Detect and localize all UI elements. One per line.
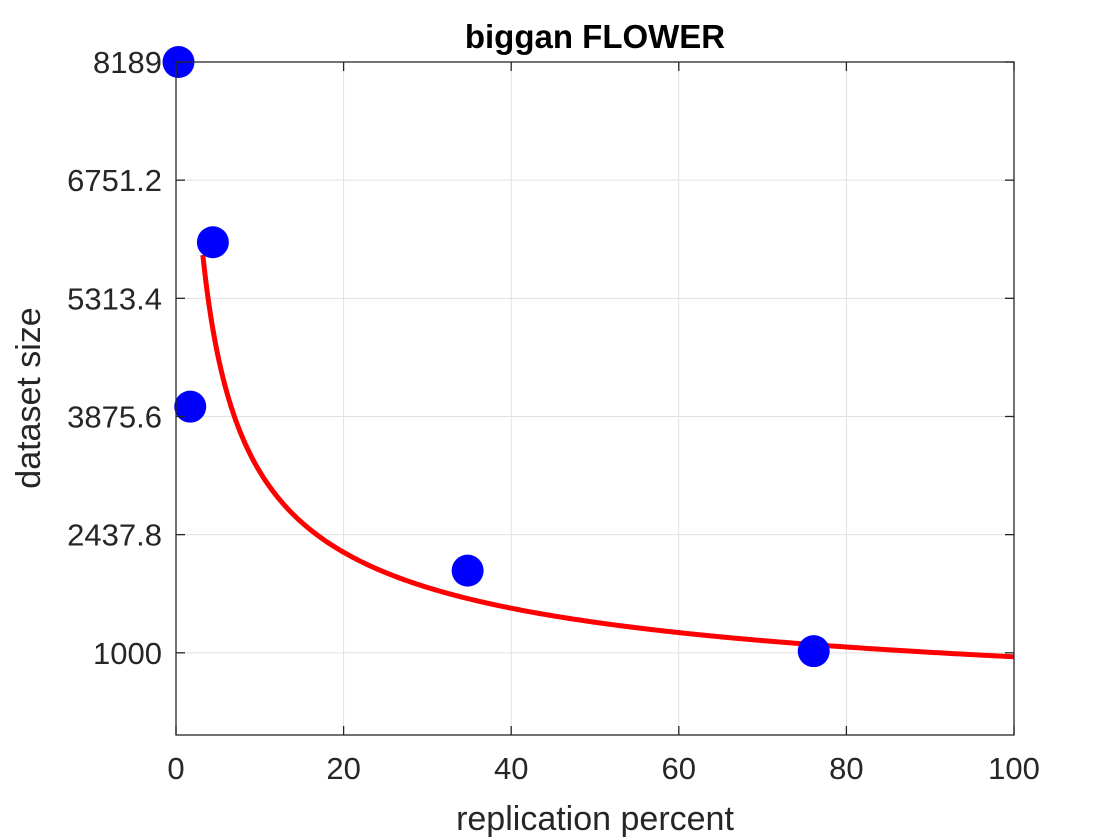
y-tick-label: 3875.6 — [67, 399, 162, 434]
x-tick-label: 100 — [988, 751, 1040, 786]
data-point — [797, 635, 830, 668]
x-tick-label: 60 — [662, 751, 696, 786]
data-point — [451, 554, 484, 587]
y-tick-label: 1000 — [93, 636, 162, 671]
data-point — [196, 226, 229, 259]
fit-curve-layer — [200, 254, 1015, 660]
data-point — [174, 390, 207, 423]
y-tick-label: 8189 — [93, 45, 162, 80]
x-tick-label: 20 — [326, 751, 360, 786]
y-tick-label: 6751.2 — [67, 163, 162, 198]
y-tick-label: 5313.4 — [67, 281, 162, 316]
y-axis: 1000 2437.8 3875.6 5313.4 6751.2 8189 — [67, 45, 1014, 671]
axes-box — [175, 61, 1015, 736]
chart-title: biggan FLOWER — [465, 18, 725, 55]
y-axis-label: dataset size — [10, 307, 48, 488]
fit-curve — [200, 254, 1015, 660]
grid — [175, 61, 1015, 735]
x-axis: 0 20 40 60 80 100 — [167, 62, 1040, 786]
x-tick-label: 40 — [494, 751, 528, 786]
data-points-layer — [162, 46, 830, 668]
x-axis-label: replication percent — [456, 800, 734, 838]
x-tick-label: 80 — [829, 751, 863, 786]
x-tick-label: 0 — [167, 751, 184, 786]
y-tick-label: 2437.8 — [67, 518, 162, 553]
